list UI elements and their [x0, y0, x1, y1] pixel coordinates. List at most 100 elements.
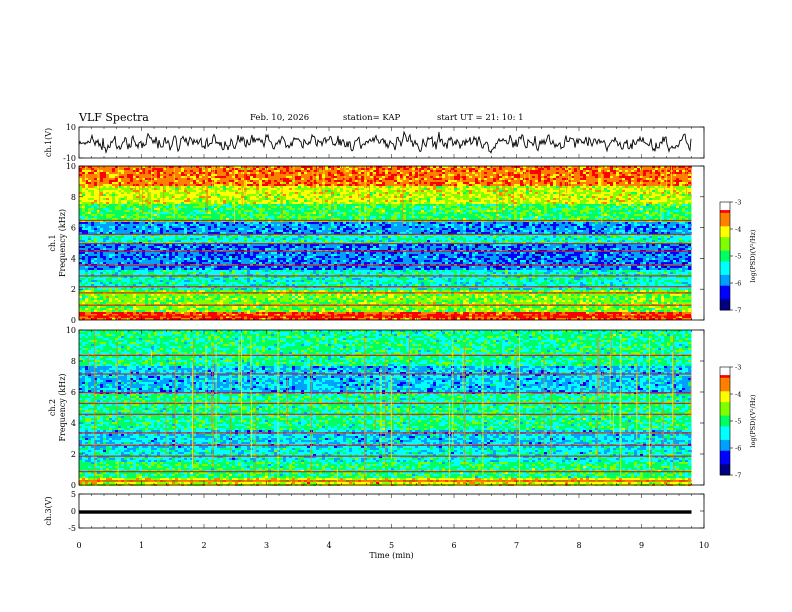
s1-cell — [274, 200, 277, 202]
s1-cell — [520, 184, 523, 186]
s1-cell — [88, 202, 91, 204]
s1-cell — [610, 176, 613, 178]
s1-cell — [292, 206, 295, 208]
s1-cell — [487, 172, 490, 174]
s1-cell — [268, 180, 271, 182]
s1-cell — [310, 198, 313, 200]
s1-cell — [106, 208, 109, 210]
s1-cell — [154, 210, 157, 212]
s1-cell — [178, 194, 181, 196]
s1-cell — [196, 190, 199, 192]
s1-cell — [157, 192, 160, 194]
s1-cell — [130, 174, 133, 176]
s1-cell — [481, 182, 484, 184]
s1-cell — [520, 180, 523, 182]
s1-cell — [256, 172, 259, 174]
s1-cell — [130, 186, 133, 188]
s1-cell — [556, 168, 559, 170]
s1-cell — [94, 194, 97, 196]
s1-cell — [391, 172, 394, 174]
s1-cell — [682, 212, 685, 214]
s1-cell — [481, 192, 484, 194]
s1-cell — [397, 204, 400, 206]
s1-cell — [190, 202, 193, 204]
s1-cell — [538, 180, 541, 182]
s1-cell — [619, 168, 622, 170]
s1-cell — [475, 172, 478, 174]
s1-cell — [385, 184, 388, 186]
s1-cell — [256, 178, 259, 180]
s1-cell — [619, 198, 622, 200]
s1-cell — [493, 184, 496, 186]
s1-cell — [499, 192, 502, 194]
s1-cell — [346, 196, 349, 198]
s1-cell — [484, 192, 487, 194]
s1-cell — [175, 188, 178, 190]
s1-cell — [379, 176, 382, 178]
s1-cell — [157, 172, 160, 174]
s1-cell — [289, 178, 292, 180]
s1-cell — [508, 206, 511, 208]
s1-cell — [616, 176, 619, 178]
s1-cell — [679, 188, 682, 190]
s1-cell — [562, 206, 565, 208]
s1-cell — [568, 212, 571, 214]
s1-cell — [217, 204, 220, 206]
s1-cell — [535, 196, 538, 198]
s1-cell — [451, 168, 454, 170]
s1-cell — [427, 188, 430, 190]
s1-cell — [466, 192, 469, 194]
s1-cell — [679, 186, 682, 188]
s1-cell — [598, 172, 601, 174]
s1-cell — [682, 186, 685, 188]
s1-cell — [121, 176, 124, 178]
s1-cell — [136, 190, 139, 192]
s1-cell — [346, 186, 349, 188]
s1-cell — [397, 174, 400, 176]
s1-cell — [310, 200, 313, 202]
s1-cell — [118, 210, 121, 212]
s1-cell — [652, 196, 655, 198]
s1-cell — [169, 192, 172, 194]
s1-cell — [421, 200, 424, 202]
s1-cell — [121, 182, 124, 184]
s1-cell — [295, 204, 298, 206]
s1-cell — [181, 202, 184, 204]
s1-cell — [115, 214, 118, 216]
s1-cell — [181, 176, 184, 178]
s1-cell — [199, 206, 202, 208]
s1-cell — [154, 206, 157, 208]
s1-cell — [265, 198, 268, 200]
s1-cell — [391, 210, 394, 212]
s1-cell — [586, 180, 589, 182]
s1-cell — [106, 172, 109, 174]
s1-cell — [226, 200, 229, 202]
s1-cell — [505, 168, 508, 170]
s1-cell — [490, 208, 493, 210]
s1-cell — [394, 172, 397, 174]
s1-cell — [130, 168, 133, 170]
s1-cell — [631, 190, 634, 192]
s1-cell — [208, 186, 211, 188]
s1-cell — [277, 188, 280, 190]
s1-cell — [250, 180, 253, 182]
s1-cell — [235, 182, 238, 184]
s1-cell — [208, 168, 211, 170]
s1-cell — [247, 204, 250, 206]
s1-cell — [403, 188, 406, 190]
s1-cell — [112, 204, 115, 206]
s1-cell — [433, 180, 436, 182]
s1-cell — [457, 192, 460, 194]
s1-cell — [178, 212, 181, 214]
s1-cell — [607, 186, 610, 188]
s1-cell — [406, 174, 409, 176]
s1-cell — [253, 188, 256, 190]
s1-cell — [82, 178, 85, 180]
s1-cell — [595, 186, 598, 188]
s1-cell — [646, 174, 649, 176]
s1-cell — [556, 202, 559, 204]
s1-cell — [274, 178, 277, 180]
s1-cell — [490, 186, 493, 188]
s1-cell — [682, 190, 685, 192]
s1-cell — [187, 198, 190, 200]
